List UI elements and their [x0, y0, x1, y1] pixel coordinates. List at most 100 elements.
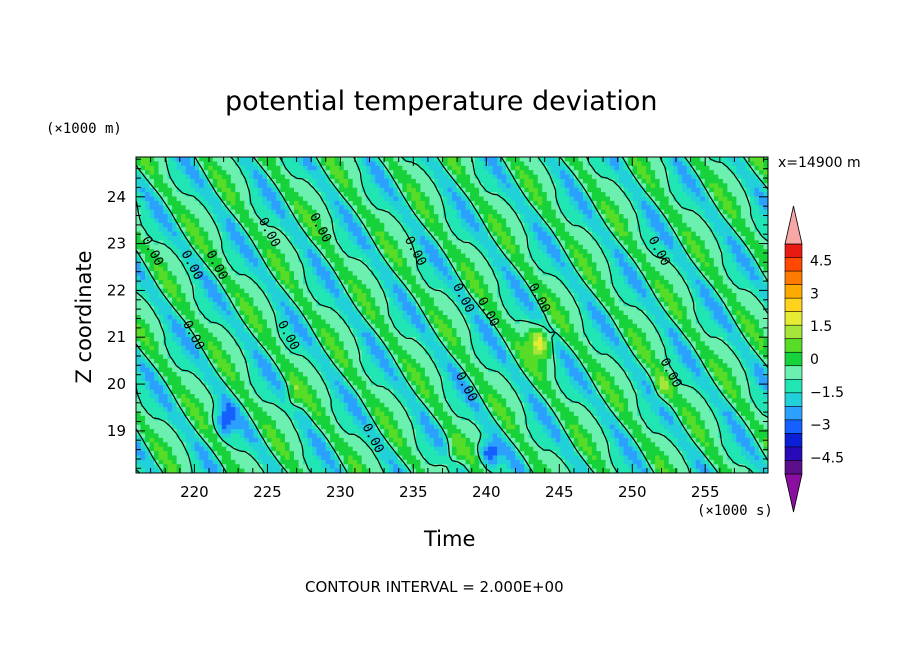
field-cell — [185, 170, 191, 175]
field-cell — [167, 358, 173, 364]
field-cell — [154, 407, 159, 412]
field-cell — [330, 459, 336, 465]
field-cell — [226, 284, 232, 290]
field-cell — [388, 363, 394, 369]
field-cell — [266, 389, 272, 395]
field-cell — [420, 372, 426, 377]
field-cell — [172, 288, 178, 294]
field-cell — [393, 411, 399, 417]
field-cell — [357, 187, 363, 193]
field-cell — [433, 389, 439, 395]
field-cell — [447, 249, 453, 254]
field-cell — [429, 328, 435, 333]
field-cell — [316, 165, 322, 171]
field-cell — [280, 323, 286, 329]
field-cell — [145, 253, 150, 259]
field-cell — [167, 310, 173, 316]
field-cell — [375, 240, 381, 246]
field-cell — [415, 464, 421, 470]
field-cell — [316, 328, 322, 333]
field-cell — [244, 200, 250, 206]
field-cell — [158, 411, 164, 417]
field-cell — [366, 442, 372, 448]
field-cell — [424, 464, 430, 470]
field-cell — [185, 275, 191, 281]
field-cell — [388, 205, 394, 211]
field-cell — [294, 165, 299, 171]
field-cell — [303, 161, 308, 167]
field-cell — [226, 266, 232, 272]
field-cell — [194, 165, 200, 171]
field-cell — [280, 336, 286, 342]
field-cell — [393, 341, 399, 347]
field-cell — [248, 183, 254, 189]
field-cell — [154, 271, 159, 276]
field-cell — [262, 411, 268, 417]
field-cell — [415, 271, 421, 276]
field-cell — [330, 271, 336, 276]
field-cell — [248, 187, 254, 193]
field-cell — [262, 301, 268, 307]
field-cell — [244, 336, 250, 342]
field-cell — [402, 455, 408, 461]
field-cell — [316, 345, 322, 351]
field-cell — [190, 174, 196, 180]
field-cell — [334, 380, 340, 386]
field-cell — [140, 328, 146, 333]
field-cell — [384, 415, 390, 421]
field-cell — [393, 200, 399, 206]
field-cell — [303, 293, 308, 298]
field-cell — [397, 451, 403, 456]
field-cell — [366, 174, 372, 180]
field-cell — [217, 367, 223, 373]
field-cell — [298, 328, 304, 333]
field-cell — [393, 354, 399, 360]
field-cell — [185, 187, 191, 193]
field-cell — [266, 402, 272, 408]
field-cell — [325, 214, 331, 219]
field-cell — [294, 446, 299, 452]
field-cell — [248, 398, 254, 404]
field-cell — [442, 363, 448, 369]
field-cell — [154, 275, 159, 281]
field-cell — [366, 332, 372, 338]
field-cell — [388, 231, 394, 237]
field-cell — [397, 222, 403, 228]
field-cell — [203, 244, 209, 250]
field-cell — [321, 424, 326, 430]
field-cell — [388, 394, 394, 399]
field-cell — [262, 372, 268, 377]
field-cell — [429, 376, 435, 382]
field-cell — [397, 341, 403, 347]
field-cell — [433, 266, 439, 272]
field-cell — [208, 279, 214, 285]
field-cell — [176, 459, 182, 465]
field-cell — [262, 196, 268, 202]
field-cell — [145, 240, 150, 246]
field-cell — [343, 174, 349, 180]
field-cell — [244, 205, 250, 211]
field-cell — [217, 420, 223, 426]
field-cell — [217, 394, 223, 399]
field-cell — [370, 332, 376, 338]
field-cell — [348, 222, 354, 228]
field-cell — [266, 437, 272, 443]
field-cell — [298, 209, 304, 215]
field-cell — [303, 415, 308, 421]
field-cell — [208, 178, 214, 184]
field-cell — [325, 288, 331, 294]
field-cell — [262, 222, 268, 228]
field-cell — [235, 319, 241, 325]
field-cell — [321, 192, 326, 197]
field-cell — [298, 446, 304, 452]
field-cell — [284, 394, 290, 399]
field-cell — [424, 345, 430, 351]
field-cell — [433, 363, 439, 369]
field-cell — [185, 257, 191, 263]
field-cell — [284, 200, 290, 206]
field-cell — [154, 297, 159, 303]
field-cell — [176, 279, 182, 285]
field-cell — [334, 451, 340, 456]
field-cell — [181, 240, 187, 246]
field-cell — [280, 249, 286, 254]
